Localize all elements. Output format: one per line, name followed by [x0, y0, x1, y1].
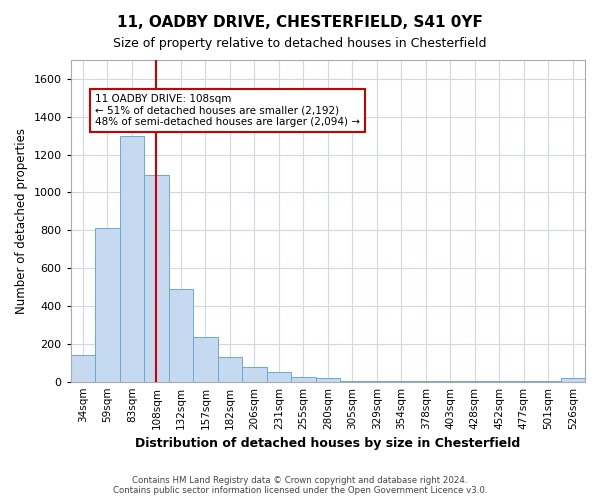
Text: 11, OADBY DRIVE, CHESTERFIELD, S41 0YF: 11, OADBY DRIVE, CHESTERFIELD, S41 0YF	[117, 15, 483, 30]
Bar	[242, 368, 266, 382]
Bar	[71, 355, 95, 382]
Bar	[266, 372, 291, 382]
Bar	[316, 378, 340, 382]
Bar	[340, 380, 365, 382]
Bar	[389, 381, 413, 382]
Y-axis label: Number of detached properties: Number of detached properties	[15, 128, 28, 314]
Text: Contains HM Land Registry data © Crown copyright and database right 2024.
Contai: Contains HM Land Registry data © Crown c…	[113, 476, 487, 495]
Bar	[95, 228, 119, 382]
Bar	[218, 357, 242, 382]
Text: 11 OADBY DRIVE: 108sqm
← 51% of detached houses are smaller (2,192)
48% of semi-: 11 OADBY DRIVE: 108sqm ← 51% of detached…	[95, 94, 360, 128]
Bar	[169, 289, 193, 382]
Text: Size of property relative to detached houses in Chesterfield: Size of property relative to detached ho…	[113, 38, 487, 51]
Bar	[119, 136, 144, 382]
Bar	[144, 176, 169, 382]
X-axis label: Distribution of detached houses by size in Chesterfield: Distribution of detached houses by size …	[135, 437, 520, 450]
Bar	[193, 337, 218, 382]
Bar	[560, 378, 585, 382]
Bar	[291, 377, 316, 382]
Bar	[365, 380, 389, 382]
